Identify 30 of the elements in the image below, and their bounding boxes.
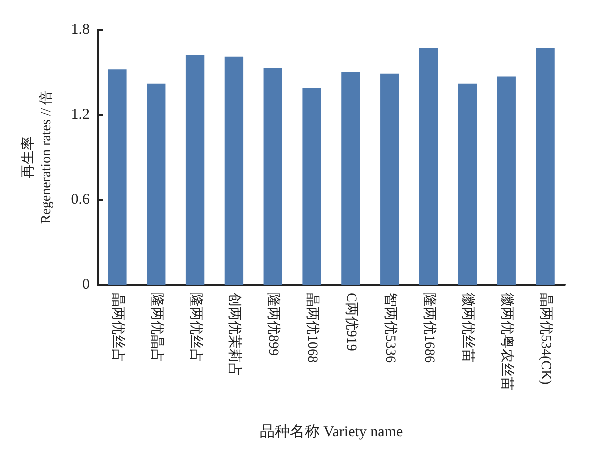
x-tick-label: C两优919 xyxy=(343,293,360,352)
x-tick-label: 隆两优899 xyxy=(266,293,282,356)
bar xyxy=(380,74,400,285)
x-tick-label: 创两优茉莉占 xyxy=(226,293,243,377)
x-tick-label: 隆两优1686 xyxy=(421,293,438,363)
bar xyxy=(224,56,244,285)
y-tick-label: 0.6 xyxy=(71,192,90,208)
bar xyxy=(264,68,282,285)
x-tick-label: 隆两优晶占 xyxy=(148,293,165,363)
y-tick-label: 1.2 xyxy=(71,107,90,123)
x-tick-label: 智两优5336 xyxy=(382,293,398,363)
x-tick-label: 晶两优1068 xyxy=(304,293,321,363)
x-tick-label: 晶两优534(CK) xyxy=(538,293,554,386)
bar xyxy=(186,56,205,285)
x-tick-label: 隆两优丝占 xyxy=(188,293,204,363)
bar xyxy=(419,48,438,285)
bar xyxy=(147,84,166,285)
y-tick-label: 0 xyxy=(82,277,90,293)
bar xyxy=(342,72,360,285)
bar xyxy=(108,70,127,285)
bar xyxy=(497,76,516,285)
x-tick-label: 晶两优丝占 xyxy=(110,293,126,363)
x-tick-label: 徽两优粤农丝苗 xyxy=(499,293,516,391)
x-tick-label: 徽两优丝苗 xyxy=(460,293,476,363)
x-axis-title: 品种名称 Variety name xyxy=(260,424,404,440)
bar xyxy=(302,88,322,285)
y-tick-label: 1.8 xyxy=(71,22,90,38)
y-axis-title: 再生率 Regeneration rates // 倍 xyxy=(20,90,54,224)
bar xyxy=(458,84,478,285)
bar xyxy=(536,48,555,285)
